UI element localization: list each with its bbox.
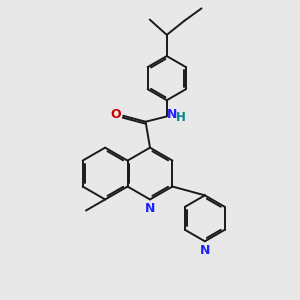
Text: N: N: [200, 244, 210, 256]
Text: H: H: [176, 110, 186, 124]
Text: N: N: [167, 109, 178, 122]
Text: N: N: [145, 202, 155, 215]
Text: O: O: [110, 108, 121, 121]
